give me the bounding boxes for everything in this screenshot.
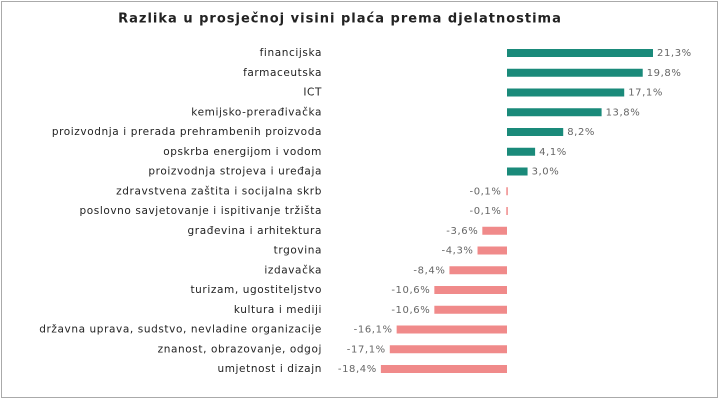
- category-label: opskrba energijom i vodom: [163, 146, 322, 158]
- category-label: ICT: [303, 87, 322, 99]
- category-label: kemijsko-prerađivačka: [191, 106, 322, 118]
- bar: [507, 128, 564, 136]
- value-label: 17,1%: [628, 88, 663, 99]
- value-label: -17,1%: [347, 344, 386, 355]
- category-label: trgovina: [274, 245, 322, 257]
- bar: [396, 325, 507, 334]
- value-label: -0,1%: [469, 186, 501, 197]
- value-label: -18,4%: [338, 364, 377, 375]
- bar: [389, 345, 507, 354]
- category-label: farmaceutska: [243, 67, 322, 79]
- bar: [507, 167, 528, 176]
- value-label: -10,6%: [391, 285, 430, 296]
- value-label: -10,6%: [391, 305, 430, 316]
- bar: [449, 266, 507, 275]
- value-label: -0,1%: [469, 206, 501, 217]
- category-label: financijska: [260, 47, 322, 59]
- value-label: 4,1%: [539, 147, 567, 158]
- category-label: poslovno savjetovanje i ispitivanje trži…: [79, 205, 322, 217]
- value-label: -16,1%: [354, 325, 393, 336]
- value-label: 19,8%: [647, 68, 682, 79]
- bar: [507, 147, 536, 156]
- bar: [380, 365, 507, 373]
- value-label: 21,3%: [657, 48, 692, 59]
- category-label: znanost, obrazovanje, odgoj: [158, 343, 322, 355]
- bar: [434, 305, 507, 314]
- bar: [482, 226, 507, 235]
- bar: [507, 49, 653, 57]
- value-label: -8,4%: [413, 265, 445, 276]
- bar: [507, 108, 602, 117]
- category-label: umjetnost i dizajn: [217, 363, 322, 375]
- bar: [507, 88, 625, 97]
- value-label: -4,3%: [442, 246, 474, 257]
- bar: [506, 207, 508, 215]
- category-label: građevina i arhitektura: [188, 225, 322, 237]
- category-label: izdavačka: [264, 264, 322, 276]
- bar: [434, 286, 507, 294]
- chart-title: Razlika u prosječnoj visini plaća prema …: [118, 12, 562, 27]
- category-label: kultura i mediji: [234, 304, 322, 316]
- category-label: državna uprava, sudstvo, nevladine organ…: [39, 324, 322, 336]
- value-label: 8,2%: [567, 127, 595, 138]
- value-label: 3,0%: [532, 167, 560, 178]
- bar: [506, 187, 508, 196]
- bar: [507, 68, 643, 77]
- bar: [477, 246, 507, 255]
- category-label: proizvodnja strojeva i uređaja: [148, 166, 322, 178]
- category-label: zdravstvena zaštita i socijalna skrb: [116, 185, 322, 197]
- value-label: 13,8%: [606, 107, 641, 118]
- category-label: turizam, ugostiteljstvo: [190, 284, 322, 296]
- value-label: -3,6%: [446, 226, 478, 237]
- category-label: proizvodnja i prerada prehrambenih proiz…: [52, 126, 322, 138]
